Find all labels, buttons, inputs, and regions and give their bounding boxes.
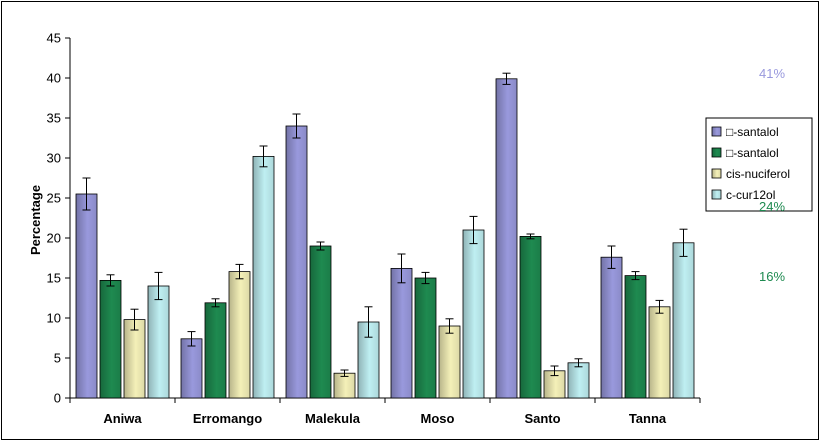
bar (414, 277, 437, 399)
legend-label: c-cur12ol (726, 188, 775, 202)
y-tick-label: 15 (47, 271, 61, 286)
category-label: Santo (524, 411, 560, 426)
bar (438, 325, 461, 399)
bar (99, 279, 122, 399)
annotation-label: 41% (759, 66, 785, 81)
legend: □-santalol □-santalol cis-nuciferol c-cur12… (705, 117, 813, 212)
bar (495, 78, 518, 399)
y-tick-label: 30 (47, 151, 61, 166)
category-label: Malekula (305, 411, 361, 426)
bar (600, 256, 623, 399)
y-tick-label: 40 (47, 71, 61, 86)
bar (333, 372, 356, 399)
bar (567, 362, 590, 399)
bar (285, 125, 308, 399)
bar (75, 193, 98, 399)
y-tick-label: 35 (47, 111, 61, 126)
annotation-label: 24% (759, 199, 785, 214)
legend-box (705, 117, 813, 212)
legend-swatch (711, 147, 722, 158)
y-tick-label: 5 (54, 351, 61, 366)
legend-swatch (711, 126, 722, 137)
category-label: Tanna (629, 411, 667, 426)
y-tick-label: 10 (47, 311, 61, 326)
legend-label: □-santalol (726, 146, 779, 160)
bar (624, 275, 647, 399)
bar (672, 242, 695, 399)
legend-swatch (711, 189, 722, 200)
annotation-label: 16% (759, 269, 785, 284)
y-tick-label: 25 (47, 191, 61, 206)
category-label: Moso (421, 411, 455, 426)
bar (519, 235, 542, 399)
bar (228, 271, 251, 399)
category-label: Aniwa (103, 411, 142, 426)
y-axis-label: Percentage (28, 185, 43, 255)
bar (462, 229, 485, 399)
bar (180, 338, 203, 399)
bar (252, 155, 275, 399)
legend-swatch (711, 168, 722, 179)
y-tick-label: 45 (47, 31, 61, 46)
bar (147, 285, 170, 399)
plot-area: 0 5 10 15 20 25 30 35 40 45 Aniwa Erromango Malekula… (47, 31, 701, 426)
bar (123, 319, 146, 399)
y-tick-label: 0 (54, 391, 61, 406)
category-label: Erromango (193, 411, 262, 426)
annotations: 41% 24% 16% (759, 66, 785, 284)
legend-label: cis-nuciferol (726, 167, 790, 181)
bar (390, 267, 413, 399)
y-tick-label: 20 (47, 231, 61, 246)
bar (204, 302, 227, 399)
bar (648, 306, 671, 399)
legend-label: □-santalol (726, 125, 779, 139)
bar (309, 245, 332, 399)
